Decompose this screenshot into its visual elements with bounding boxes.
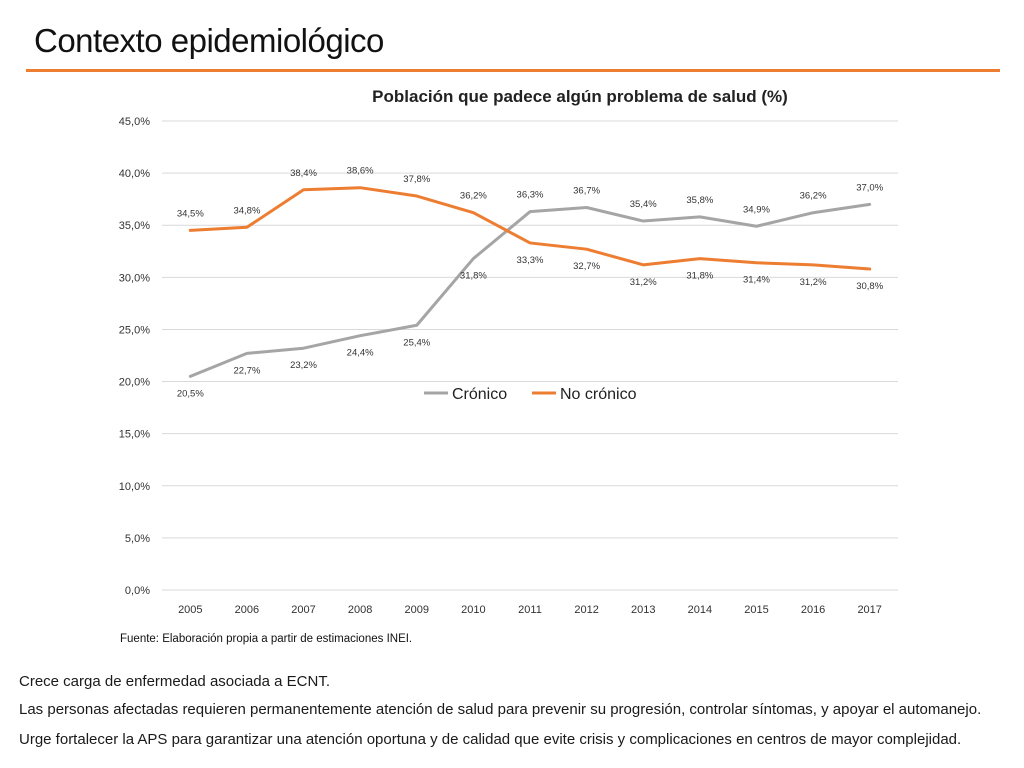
data-label-cronico: 25,4% [403, 337, 430, 348]
data-label-cronico: 35,4% [630, 199, 657, 210]
data-label-no-cronico: 32,7% [573, 261, 600, 272]
y-tick-label: 40,0% [119, 168, 150, 180]
x-tick-label: 2016 [801, 604, 825, 616]
data-label-cronico: 31,8% [460, 271, 487, 282]
y-tick-label: 35,0% [119, 220, 150, 232]
x-tick-label: 2017 [857, 604, 881, 616]
data-label-cronico: 24,4% [347, 348, 374, 359]
x-tick-label: 2009 [405, 604, 429, 616]
data-label-no-cronico: 33,3% [517, 255, 544, 266]
y-tick-label: 0,0% [125, 585, 150, 597]
data-label-no-cronico: 36,2% [460, 191, 487, 202]
data-label-cronico: 37,0% [856, 182, 883, 193]
bullet-text-1: Crece carga de enfermedad asociada a ECN… [19, 673, 331, 690]
x-tick-label: 2011 [518, 604, 542, 616]
y-tick-label: 25,0% [119, 324, 150, 336]
chart-title: Población que padece algún problema de s… [372, 87, 788, 106]
y-tick-label: 5,0% [125, 533, 150, 545]
data-label-cronico: 35,8% [686, 195, 713, 206]
data-label-no-cronico: 31,4% [743, 275, 770, 286]
x-tick-label: 2008 [348, 604, 372, 616]
x-tick-label: 2015 [744, 604, 768, 616]
data-label-no-cronico: 38,6% [347, 166, 374, 177]
x-tick-label: 2007 [291, 604, 315, 616]
slide-title: Contexto epidemiológico [34, 22, 384, 59]
y-tick-label: 20,0% [119, 377, 150, 389]
line-chart: Población que padece algún problema de s… [119, 87, 898, 616]
data-label-cronico: 22,7% [233, 365, 260, 376]
x-tick-label: 2010 [461, 604, 485, 616]
title-underline [26, 69, 1000, 72]
data-label-no-cronico: 31,2% [630, 277, 657, 288]
source-note: Fuente: Elaboración propia a partir de e… [120, 633, 413, 645]
data-label-cronico: 20,5% [177, 388, 204, 399]
x-tick-label: 2013 [631, 604, 655, 616]
y-tick-label: 30,0% [119, 272, 150, 284]
x-tick-label: 2014 [688, 604, 712, 616]
y-tick-label: 15,0% [119, 429, 150, 441]
data-label-cronico: 36,2% [800, 191, 827, 202]
data-label-cronico: 34,9% [743, 204, 770, 215]
y-tick-label: 45,0% [119, 116, 150, 128]
y-tick-label: 10,0% [119, 481, 150, 493]
x-tick-label: 2012 [574, 604, 598, 616]
data-label-cronico: 23,2% [290, 360, 317, 371]
x-tick-label: 2006 [235, 604, 259, 616]
data-label-cronico: 36,3% [517, 190, 544, 201]
data-label-no-cronico: 34,8% [233, 205, 260, 216]
legend-label: Crónico [452, 386, 507, 403]
series-line-cronico [188, 202, 872, 378]
series-line-no-cronico [188, 186, 872, 271]
data-label-no-cronico: 38,4% [290, 168, 317, 179]
bullet-text-2: Las personas afectadas requieren permane… [19, 701, 982, 718]
data-label-no-cronico: 34,5% [177, 208, 204, 219]
legend-label: No crónico [560, 386, 637, 403]
bullet-text-3: Urge fortalecer la APS para garantizar u… [19, 731, 962, 748]
data-label-no-cronico: 31,8% [686, 271, 713, 282]
data-label-no-cronico: 31,2% [800, 277, 827, 288]
data-label-no-cronico: 30,8% [856, 281, 883, 292]
x-tick-label: 2005 [178, 604, 202, 616]
data-label-cronico: 36,7% [573, 186, 600, 197]
data-label-no-cronico: 37,8% [403, 174, 430, 185]
